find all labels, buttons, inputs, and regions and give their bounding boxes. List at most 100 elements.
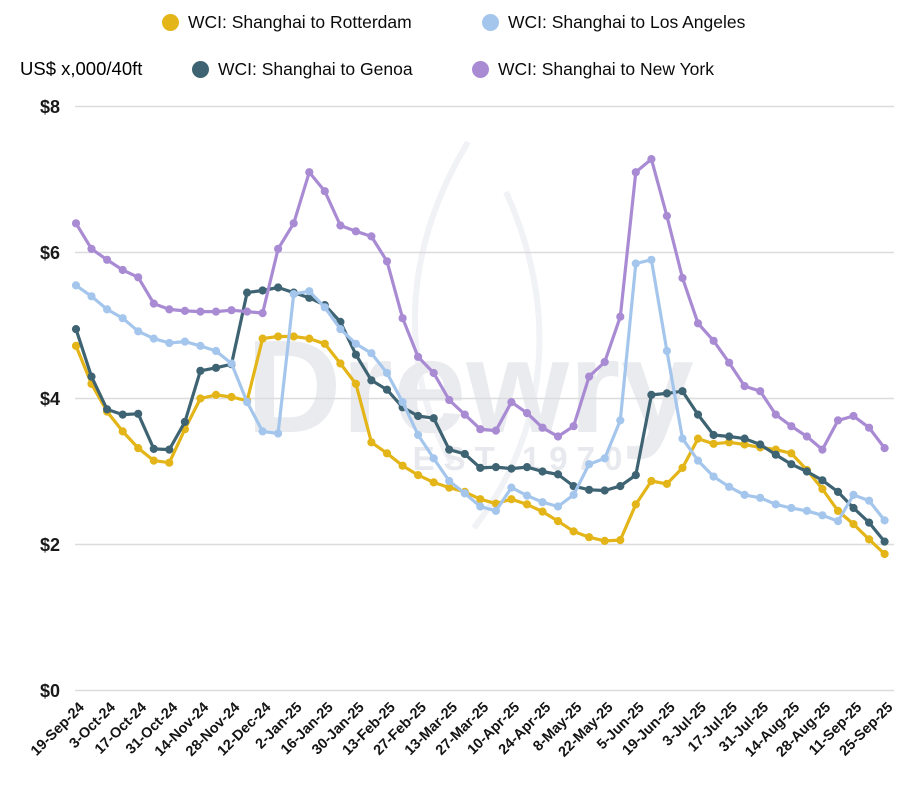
data-point: [367, 349, 376, 358]
data-point: [429, 454, 438, 463]
data-point: [693, 410, 703, 419]
data-point: [522, 463, 532, 472]
data-point: [71, 219, 81, 228]
data-point: [414, 471, 423, 480]
data-point: [802, 467, 812, 476]
data-point: [118, 265, 127, 275]
data-point: [585, 533, 594, 542]
data-point: [600, 536, 609, 546]
x-axis-tick-labels: 19-Sep-243-Oct-2417-Oct-2431-Oct-2414-No…: [28, 700, 896, 761]
data-point: [134, 273, 143, 282]
data-point: [553, 470, 563, 479]
data-point: [429, 478, 438, 487]
data-point: [165, 338, 174, 348]
data-point: [429, 414, 438, 423]
data-point: [553, 502, 563, 511]
data-point: [87, 292, 96, 301]
data-point: [165, 445, 174, 454]
data-point: [227, 392, 236, 402]
data-point: [802, 506, 812, 515]
data-point: [756, 387, 765, 396]
data-point: [818, 511, 827, 520]
legend-label-new-york: WCI: Shanghai to New York: [498, 58, 714, 79]
data-point: [818, 476, 827, 485]
data-point: [336, 359, 345, 368]
data-point: [693, 434, 703, 443]
data-point: [771, 500, 780, 509]
data-point: [756, 493, 765, 502]
data-point: [678, 387, 687, 396]
data-point: [118, 410, 127, 419]
data-point: [600, 454, 609, 463]
data-point: [725, 482, 734, 491]
data-point: [849, 411, 858, 421]
y-axis-tick-labels: $0 $2 $4 $6 $8: [40, 97, 60, 701]
data-point: [258, 286, 267, 295]
y-axis-unit-label: US$ x,000/40ft: [20, 58, 143, 79]
data-point: [771, 410, 780, 419]
data-point: [196, 307, 205, 316]
data-point: [865, 535, 874, 544]
data-point: [211, 346, 221, 356]
data-point: [569, 527, 578, 536]
data-point: [616, 312, 625, 321]
data-point: [662, 346, 672, 356]
data-point: [725, 358, 734, 367]
data-point: [491, 426, 500, 435]
data-point: [693, 456, 703, 465]
legend-item-los-angeles: WCI: Shanghai to Los Angeles: [482, 10, 745, 34]
svg-text:$4: $4: [40, 389, 60, 409]
data-point: [289, 332, 298, 341]
data-point: [880, 537, 889, 546]
data-point: [367, 232, 376, 241]
series-wci-shanghai-to-rotterdam: [71, 332, 889, 559]
data-point: [460, 410, 469, 419]
data-point: [445, 445, 454, 454]
data-point: [678, 463, 687, 472]
data-point: [880, 549, 889, 559]
data-point: [274, 332, 283, 341]
data-point: [320, 339, 329, 348]
data-point: [787, 449, 796, 458]
data-point: [849, 520, 858, 529]
data-point: [196, 394, 205, 403]
data-point: [507, 398, 516, 407]
legend-marker-los-angeles-icon: [482, 13, 499, 31]
data-point: [258, 427, 267, 436]
data-point: [631, 168, 640, 177]
data-point: [585, 485, 594, 494]
legend-marker-rotterdam-icon: [162, 13, 179, 31]
legend-marker-genoa-icon: [192, 60, 209, 78]
data-point: [616, 482, 625, 491]
data-point: [616, 536, 625, 545]
data-point: [243, 307, 252, 316]
data-point: [211, 363, 221, 372]
data-point: [631, 471, 640, 480]
data-point: [647, 390, 656, 399]
data-point: [662, 389, 672, 398]
data-point: [165, 305, 174, 314]
svg-text:$2: $2: [40, 535, 60, 555]
data-point: [134, 409, 143, 418]
data-point: [678, 273, 687, 283]
data-point: [522, 409, 532, 418]
data-point: [538, 423, 547, 432]
data-point: [367, 438, 376, 447]
data-point: [445, 476, 454, 486]
data-point: [476, 495, 485, 504]
data-point: [507, 464, 516, 473]
data-point: [740, 382, 749, 391]
data-point: [849, 503, 858, 513]
data-point: [553, 517, 563, 526]
data-point: [553, 432, 563, 441]
data-point: [460, 449, 469, 459]
data-point: [507, 495, 516, 504]
data-point: [149, 456, 158, 465]
data-point: [865, 518, 874, 527]
data-point: [522, 491, 532, 500]
data-point: [880, 516, 889, 525]
data-point: [382, 449, 392, 458]
data-point: [507, 483, 516, 492]
